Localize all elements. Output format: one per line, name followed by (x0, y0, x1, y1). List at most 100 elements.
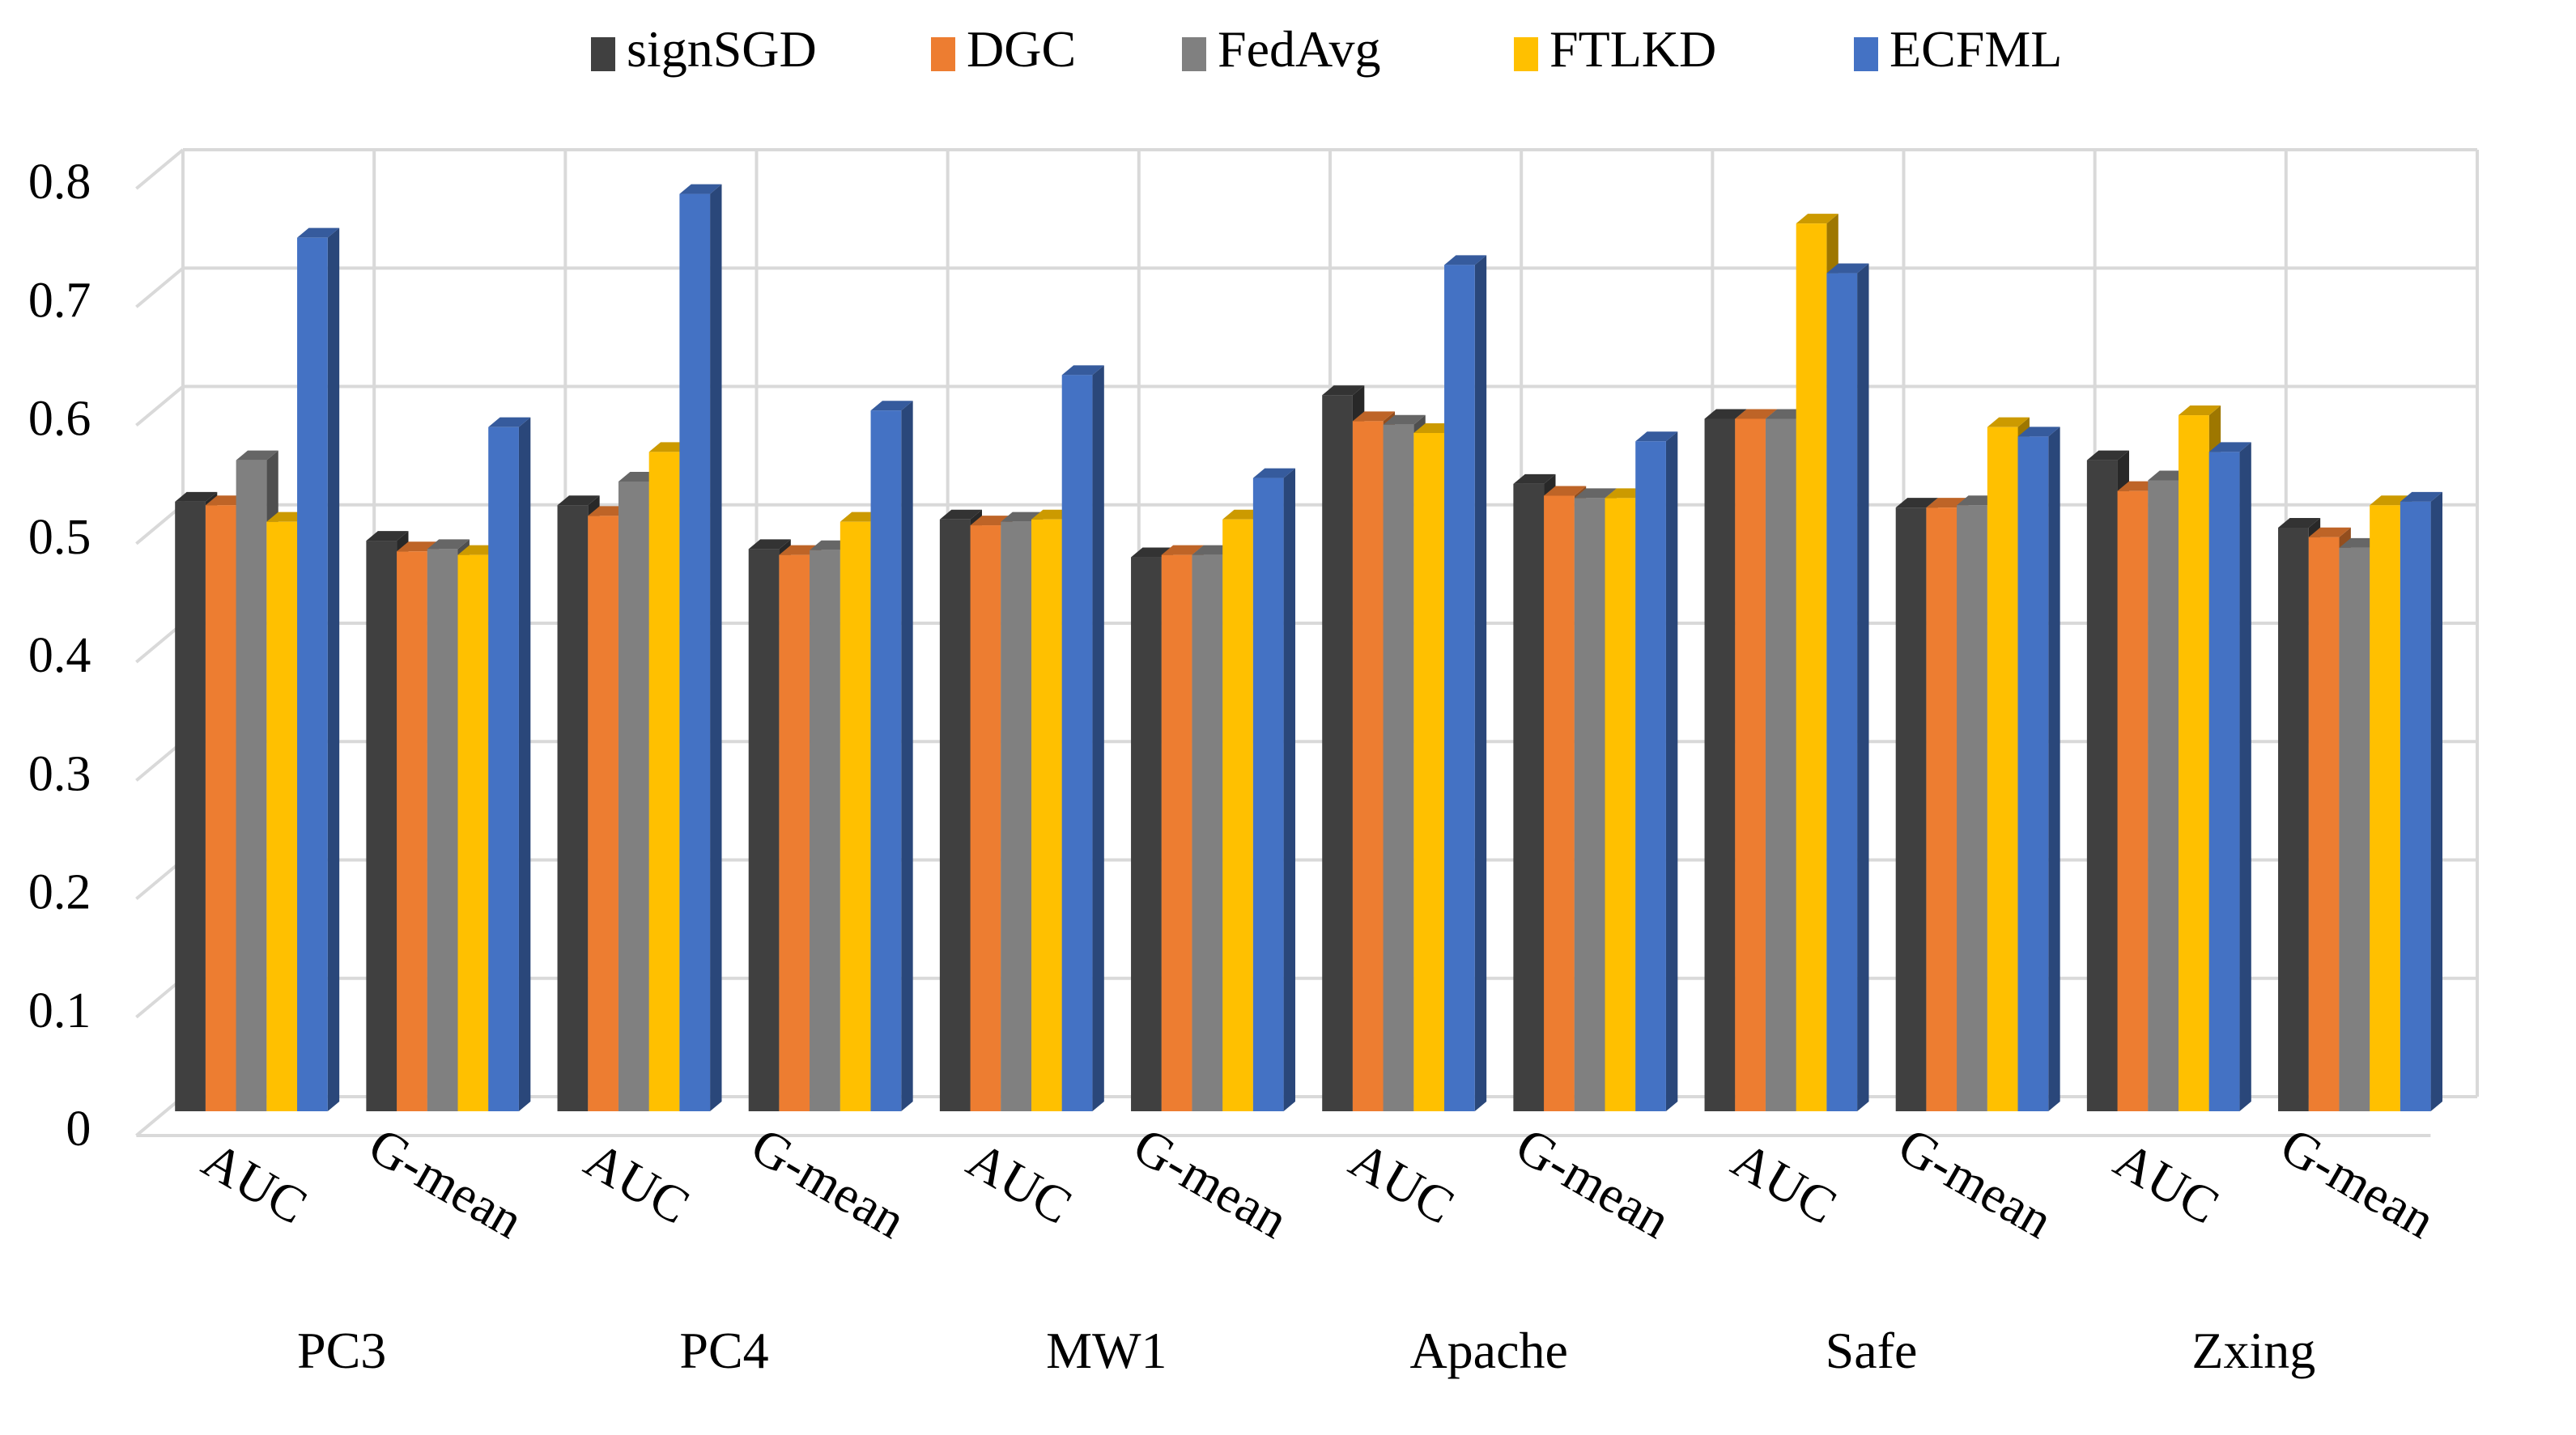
bar-side (518, 417, 531, 1111)
bar-front (1383, 424, 1414, 1111)
bar-front (1061, 375, 1093, 1111)
bar-front (488, 427, 519, 1111)
bar-top (1513, 473, 1556, 484)
bar-top (1352, 411, 1396, 422)
y-tick-label: 0.3 (28, 746, 91, 801)
legend-swatch (1182, 37, 1206, 71)
bar-ecfml-12 (2400, 491, 2442, 1111)
bar-top (870, 401, 913, 411)
bar-front (457, 554, 489, 1111)
bar-front (1252, 478, 1284, 1111)
bar-top (1796, 214, 1838, 224)
bar-top (427, 539, 470, 550)
y-tick-label: 0.7 (28, 273, 91, 328)
bar-front (2148, 480, 2179, 1111)
bar-top (2179, 405, 2221, 416)
bar-front (1413, 432, 1445, 1111)
bar-front (397, 551, 427, 1111)
bar-front (1987, 427, 2018, 1111)
bar-front (1222, 519, 1253, 1111)
bar-front (840, 521, 871, 1111)
bar-top (1544, 486, 1587, 496)
bar-side (1474, 255, 1487, 1111)
bar-side (1665, 431, 1678, 1111)
bar-front (1796, 223, 1827, 1111)
x-group-label: Safe (1826, 1322, 1918, 1379)
bar-front (175, 501, 206, 1111)
bar-front (297, 237, 328, 1111)
bar-front (1322, 395, 1353, 1111)
bar-front (588, 516, 618, 1111)
legend-label: signSGD (627, 20, 817, 78)
bar-front (618, 481, 649, 1111)
y-tick-label: 0.8 (28, 155, 91, 210)
bar-front (679, 193, 711, 1111)
bar-front (2086, 460, 2118, 1111)
bar-front (2179, 415, 2209, 1111)
bar-top (1987, 417, 2030, 427)
bar-top (1735, 409, 1778, 419)
bar-front (810, 550, 840, 1111)
bar-top (1061, 365, 1104, 376)
bars-layer (175, 184, 2442, 1111)
bar-ecfml-7 (1444, 255, 1487, 1111)
legend-swatch (1514, 37, 1538, 71)
bar-top (488, 417, 531, 427)
bar-top (2017, 427, 2060, 437)
bar-front (2400, 501, 2431, 1111)
gridline-side (135, 148, 185, 190)
bar-top (366, 531, 409, 541)
bar-ecfml-2 (488, 417, 531, 1111)
bar-front (205, 505, 236, 1111)
legend-label: FedAvg (1218, 20, 1380, 78)
bar-top (1161, 545, 1204, 555)
x-group-label: Apache (1409, 1322, 1567, 1379)
bar-front (1031, 519, 1062, 1111)
x-group-label: PC3 (297, 1322, 386, 1379)
bar-front (1926, 507, 1958, 1111)
bar-front (427, 549, 458, 1111)
bar-top (1252, 468, 1295, 478)
bar-top (236, 450, 278, 461)
bar-side (710, 184, 722, 1111)
bar-front (366, 541, 397, 1111)
bar-side (1283, 468, 1295, 1111)
bar-front (1635, 441, 1666, 1111)
bar-front (1001, 521, 1032, 1111)
x-category-label: AUC (958, 1131, 1082, 1235)
bar-front (236, 460, 267, 1111)
bar-top (939, 509, 982, 520)
bar-ecfml-3 (679, 184, 722, 1111)
bar-ecfml-9 (1826, 263, 1869, 1111)
legend-item-ftlkd: FTLKD (1514, 20, 1716, 78)
bar-front (2117, 490, 2149, 1111)
bar-side (2048, 427, 2060, 1111)
bar-front (1704, 418, 1736, 1111)
legend-item-signsgd: signSGD (591, 20, 817, 78)
bar-front (970, 525, 1001, 1111)
bar-signsgd-9 (1704, 409, 1747, 1111)
x-group-label: PC4 (679, 1322, 768, 1379)
bar-top (1383, 414, 1426, 425)
legend-swatch (931, 37, 955, 71)
y-tick-label: 0.1 (28, 983, 91, 1038)
bar-top (2400, 491, 2442, 502)
bar-ecfml-11 (2208, 442, 2251, 1111)
bar-top (679, 184, 722, 194)
bar-front (1161, 554, 1192, 1111)
bar-ecfml-4 (870, 401, 913, 1111)
bar-side (2239, 442, 2251, 1111)
bar-front (1765, 418, 1796, 1111)
bar-ecfml-5 (1061, 365, 1104, 1111)
bar-top (1322, 385, 1365, 396)
legend-item-dgc: DGC (931, 20, 1076, 78)
bar-top (2308, 527, 2351, 537)
bar-top (2086, 450, 2129, 461)
bar-top (1574, 488, 1617, 499)
bar-front (1192, 554, 1223, 1111)
bar-top (2278, 517, 2321, 528)
bar-top (2208, 442, 2251, 452)
bar-front (1444, 265, 1475, 1111)
bar-front (1826, 273, 1858, 1111)
